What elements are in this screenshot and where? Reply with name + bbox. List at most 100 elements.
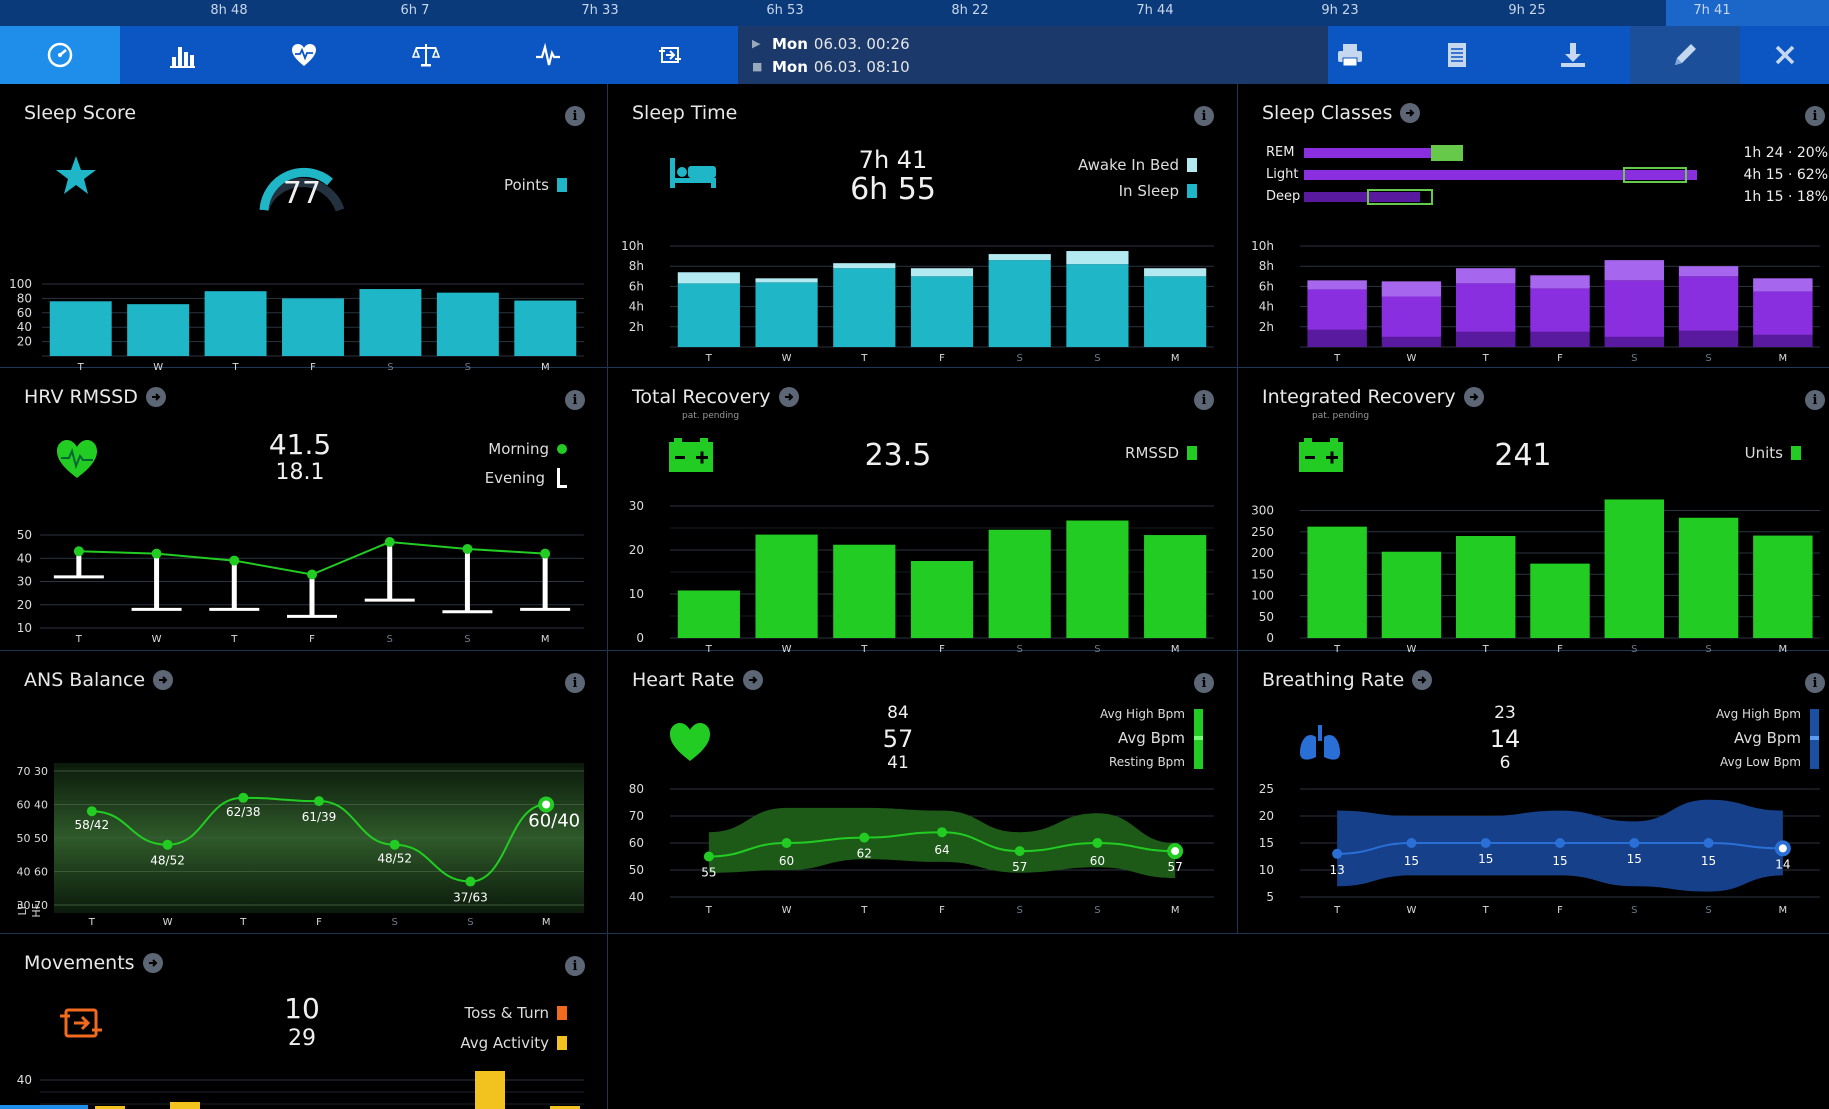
lungs-icon xyxy=(1300,725,1340,760)
balance-tab[interactable] xyxy=(366,26,486,84)
night-duration[interactable]: 7h 33 xyxy=(581,3,619,18)
report-button[interactable] xyxy=(1402,26,1512,84)
bar xyxy=(436,292,499,356)
night-duration[interactable]: 6h 53 xyxy=(766,3,804,18)
bar xyxy=(127,304,190,356)
night-duration[interactable]: 8h 22 xyxy=(951,3,989,18)
arrow-icon[interactable] xyxy=(142,953,163,973)
x-tick-label: T xyxy=(705,644,713,655)
movement-tab[interactable] xyxy=(610,26,730,84)
info-icon[interactable]: i xyxy=(565,673,585,693)
bar-segment xyxy=(1381,281,1442,297)
x-tick-label: T xyxy=(88,917,96,928)
statistics-tab[interactable] xyxy=(122,26,242,84)
hrv-panel[interactable]: HRV RMSSD i 41.5 18.1 Morning Evening 10… xyxy=(0,368,608,651)
morning-point xyxy=(540,548,551,559)
ans-point xyxy=(389,839,400,850)
avg-point xyxy=(703,851,714,862)
edit-button[interactable] xyxy=(1630,26,1740,84)
panel-title: Breathing Rate xyxy=(1262,669,1405,691)
arrow-icon[interactable] xyxy=(153,670,174,690)
bar xyxy=(204,291,267,356)
bar xyxy=(95,1106,125,1109)
info-icon[interactable]: i xyxy=(565,956,585,976)
info-icon[interactable]: i xyxy=(1194,673,1214,693)
x-tick-label: S xyxy=(1705,905,1711,916)
arrow-icon[interactable] xyxy=(1412,670,1433,690)
scroll-indicator[interactable] xyxy=(0,1105,88,1109)
arrow-icon[interactable] xyxy=(1463,387,1484,407)
sleep-classes-chart: 2h 4h 6h 8h 10h T W T F S S M xyxy=(1251,239,1820,364)
hf-label: HF xyxy=(30,903,43,918)
battery-icon xyxy=(1299,438,1343,472)
x-tick-label: M xyxy=(541,362,550,373)
close-button[interactable] xyxy=(1740,26,1829,84)
x-tick-label: S xyxy=(1094,353,1100,364)
x-tick-label: F xyxy=(1557,644,1563,655)
class-range xyxy=(1623,167,1687,183)
sleep-time-panel[interactable]: Sleep Time i 7h 41 6h 55 Awake In Bed In… xyxy=(608,84,1238,368)
x-tick-label: T xyxy=(1482,353,1490,364)
bar-segment xyxy=(1753,291,1813,335)
info-icon[interactable]: i xyxy=(1805,673,1825,693)
ans-label: 37/63 xyxy=(453,891,488,905)
total-recovery-panel[interactable]: Total Recovery pat. pending i 23.5 RMSSD… xyxy=(608,368,1238,655)
bar xyxy=(755,534,818,638)
download-button[interactable] xyxy=(1514,26,1632,84)
breathing-rate-panel[interactable]: Breathing Rate i 23 14 6 Avg High Bpm Av… xyxy=(1238,651,1829,934)
info-icon[interactable]: i xyxy=(1805,106,1825,126)
info-icon[interactable]: i xyxy=(1805,390,1825,410)
x-tick-label: W xyxy=(153,362,163,373)
class-value: 1h 15 · 18% xyxy=(1743,189,1828,205)
y-tick-label: 8h xyxy=(629,259,644,273)
night-duration[interactable]: 8h 48 xyxy=(210,3,248,18)
night-duration[interactable]: 7h 41 xyxy=(1693,3,1731,18)
night-duration[interactable]: 9h 25 xyxy=(1508,3,1546,18)
integrated-recovery-value: 241 xyxy=(1494,438,1552,473)
toss-turn-icon xyxy=(659,47,681,63)
movements-panel[interactable]: Movements i 10 29 Toss & Turn Avg Activi… xyxy=(0,934,608,1109)
dashboard-tab[interactable] xyxy=(0,26,120,84)
night-active-highlight[interactable] xyxy=(1666,0,1829,26)
ans-balance-panel[interactable]: ANS Balance i 30 70 40 60 50 50 60 40 70 30 T… xyxy=(0,651,608,934)
avg-label: 62 xyxy=(857,847,872,861)
info-icon[interactable]: i xyxy=(1194,390,1214,410)
info-icon[interactable]: i xyxy=(565,106,585,126)
close-icon xyxy=(1775,45,1794,65)
sleep-classes-panel[interactable]: Sleep Classes i REM 1h 24 · 20% Light 4h 15… xyxy=(1238,84,1829,368)
x-tick-label: T xyxy=(1333,905,1341,916)
ans-point xyxy=(86,806,97,817)
x-tick-label: F xyxy=(309,634,315,645)
arrow-icon[interactable] xyxy=(742,670,763,690)
arrow-icon[interactable] xyxy=(778,387,799,407)
heart-rate-panel[interactable]: Heart Rate i 84 57 41 Avg High Bpm Avg B… xyxy=(608,651,1238,934)
heart-tab[interactable] xyxy=(244,26,364,84)
integrated-recovery-panel[interactable]: Integrated Recovery pat. pending i 241 U… xyxy=(1238,368,1829,655)
y-tick-label: 70 30 xyxy=(17,765,49,778)
y-tick-label: 40 xyxy=(629,890,644,904)
nights-strip[interactable]: 8h 48 6h 7 7h 33 6h 53 8h 22 7h 44 9h 23 9h 25 7… xyxy=(0,0,1829,26)
night-duration[interactable]: 6h 7 xyxy=(400,3,430,18)
print-button[interactable] xyxy=(1290,26,1410,84)
x-tick-label: F xyxy=(939,905,945,916)
bar xyxy=(1144,535,1207,638)
y-tick-label: 20 xyxy=(17,335,32,349)
class-bar xyxy=(1304,192,1420,202)
avg-point xyxy=(937,827,947,838)
legend-swatch xyxy=(557,1036,567,1050)
avg-point xyxy=(1406,838,1417,848)
info-icon[interactable]: i xyxy=(565,390,585,410)
ecg-tab[interactable] xyxy=(488,26,608,84)
sleep-score-panel[interactable]: Sleep Score i 77 Points 20 40 60 80 100 T W T F S… xyxy=(0,84,608,373)
bar-segment xyxy=(988,260,1051,347)
bar-segment xyxy=(1753,334,1813,347)
night-duration[interactable]: 7h 44 xyxy=(1136,3,1174,18)
night-duration[interactable]: 9h 23 xyxy=(1321,3,1359,18)
y-tick-label: 250 xyxy=(1251,525,1274,539)
arrow-icon[interactable] xyxy=(1400,103,1421,123)
bar xyxy=(475,1071,505,1109)
info-icon[interactable]: i xyxy=(1194,106,1214,126)
bar xyxy=(1066,520,1129,638)
legend-swatch xyxy=(1187,446,1197,460)
arrow-icon[interactable] xyxy=(145,387,166,407)
